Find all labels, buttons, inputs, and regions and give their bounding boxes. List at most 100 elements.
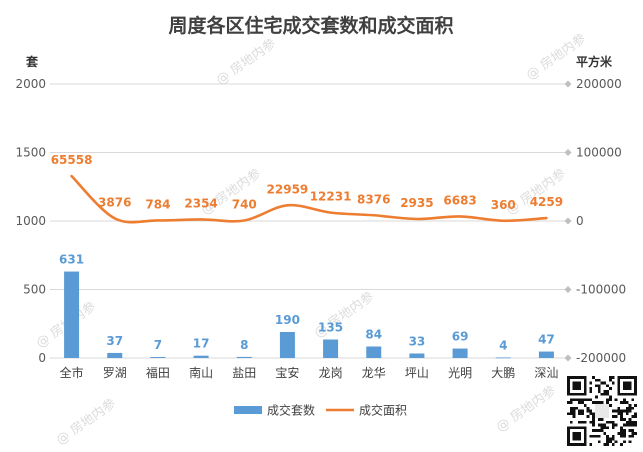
- qr-center-logo: [595, 404, 609, 418]
- legend[interactable]: 成交套数 成交面积: [234, 403, 407, 418]
- right-tick-label: 200000: [576, 77, 622, 91]
- qr-cell: [620, 432, 623, 435]
- qr-cell: [572, 406, 576, 410]
- bar-深汕: [538, 351, 554, 358]
- qr-cell: [609, 437, 612, 441]
- qr-cell: [611, 381, 615, 385]
- qr-cell: [572, 409, 576, 413]
- right-tick-marker: [564, 80, 572, 88]
- qr-cell: [611, 437, 615, 441]
- qr-cell: [628, 409, 632, 413]
- qr-cell: [600, 423, 604, 427]
- qr-cell: [623, 398, 626, 402]
- qr-cell: [595, 395, 598, 399]
- qr-cell: [628, 434, 632, 438]
- right-axis-label: 平方米: [576, 54, 613, 69]
- qr-cell: [569, 420, 573, 424]
- left-tick-label: 1500: [15, 146, 46, 160]
- qr-cell: [597, 440, 601, 444]
- qr-cell: [603, 443, 607, 446]
- category-label: 福田: [146, 365, 170, 380]
- qr-cell: [586, 415, 590, 418]
- legend-swatch-bar: [234, 406, 262, 414]
- category-label: 宝安: [275, 365, 299, 380]
- bar-value-label: 33: [409, 334, 426, 348]
- qr-finder-core: [572, 432, 581, 441]
- bar-全市: [64, 271, 80, 358]
- bar-value-label: 7: [154, 338, 162, 352]
- qr-cell: [597, 401, 601, 404]
- left-tick-label: 500: [23, 283, 46, 297]
- qr-cell: [625, 423, 629, 427]
- qr-cell: [592, 434, 595, 438]
- bar-value-label: 84: [365, 327, 382, 341]
- qr-cell: [631, 406, 635, 410]
- qr-cell: [595, 434, 598, 438]
- qr-cell: [620, 426, 623, 430]
- qr-cell: [592, 429, 595, 432]
- qr-cell: [597, 390, 601, 393]
- qr-cell: [611, 434, 615, 438]
- qr-cell: [600, 418, 604, 421]
- qr-cell: [623, 423, 626, 427]
- qr-cell: [603, 432, 607, 435]
- legend-item-bar[interactable]: 成交套数: [234, 403, 315, 418]
- watermark-layer: @ 房地内参@ 房地内参@ 房地内参@ 房地内参@ 房地内参@ 房地内参@ 房地…: [33, 31, 589, 449]
- line-value-label: 4259: [530, 195, 563, 209]
- qr-cell: [592, 418, 595, 421]
- qr-cell: [572, 415, 576, 418]
- qr-cell: [620, 401, 623, 404]
- qr-cell: [589, 398, 593, 402]
- qr-cell: [581, 420, 584, 424]
- qr-cell: [595, 429, 598, 432]
- qr-cell: [614, 423, 618, 427]
- qr-cell: [611, 409, 615, 413]
- qr-cell: [592, 401, 595, 404]
- qr-finder-core: [623, 381, 632, 390]
- qr-cell: [628, 418, 632, 421]
- qr-cell: [600, 392, 604, 396]
- legend-item-line[interactable]: 成交面积: [326, 403, 407, 418]
- bar-大鹏: [495, 357, 511, 359]
- line-value-label: 6683: [443, 193, 476, 207]
- qr-cell: [634, 432, 637, 435]
- category-label: 深汕: [534, 366, 558, 380]
- line-value-label: 8376: [357, 192, 390, 206]
- qr-cell: [623, 418, 626, 421]
- qr-cell: [595, 378, 598, 382]
- left-tick-label: 1000: [15, 214, 46, 228]
- qr-cell: [614, 415, 618, 418]
- qr-cell: [631, 432, 635, 435]
- bar-罗湖: [107, 352, 123, 358]
- qr-cell: [581, 412, 584, 416]
- qr-cell: [569, 398, 573, 402]
- qr-cell: [567, 401, 570, 404]
- qr-cell: [595, 384, 598, 388]
- right-tick-label: 0: [576, 214, 584, 228]
- qr-cell: [623, 401, 626, 404]
- bar-value-label: 190: [275, 313, 300, 327]
- legend-label-bar: 成交套数: [267, 403, 315, 418]
- qr-cell: [631, 423, 635, 427]
- qr-cell: [609, 404, 612, 407]
- qr-cell: [631, 398, 635, 402]
- qr-cell: [581, 401, 584, 404]
- qr-cell: [617, 432, 621, 435]
- qr-cell: [589, 420, 593, 424]
- qr-cell: [609, 376, 612, 379]
- bar-value-label: 37: [106, 334, 123, 348]
- right-tick-label: -100000: [576, 283, 626, 297]
- qr-cell: [611, 423, 615, 427]
- qr-cell: [614, 409, 618, 413]
- qr-cell: [606, 426, 609, 430]
- line-value-label: 2935: [400, 196, 433, 210]
- qr-cell: [569, 412, 573, 416]
- bar-福田: [150, 357, 166, 358]
- qr-cell: [583, 398, 587, 402]
- category-label: 大鹏: [491, 366, 515, 380]
- qr-cell: [631, 434, 635, 438]
- qr-cell: [628, 429, 632, 432]
- qr-cell: [597, 378, 601, 382]
- qr-cell: [623, 434, 626, 438]
- line-value-label: 12231: [310, 190, 352, 204]
